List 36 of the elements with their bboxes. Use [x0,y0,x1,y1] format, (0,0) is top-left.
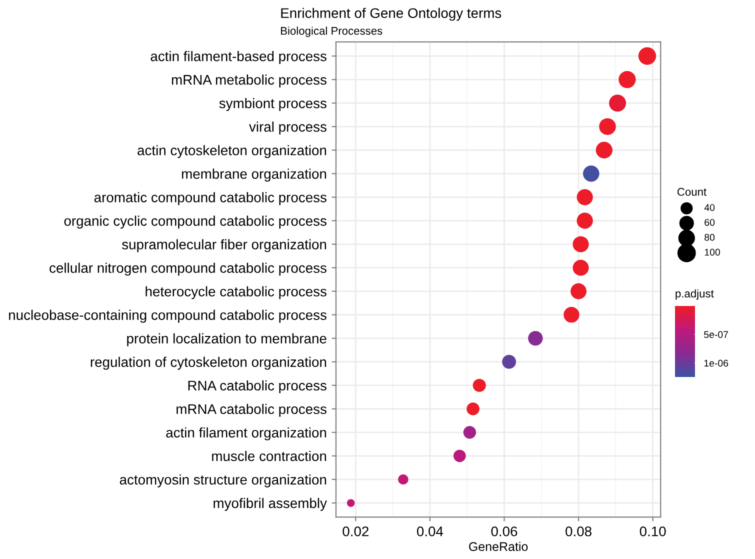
y-tick-label: muscle contraction [212,450,326,462]
x-tick-label: 0.02 [342,526,368,536]
y-tick-label: viral process [249,122,326,135]
color-bar-label: 5e-07 [704,331,728,338]
color-bar-title: p.adjust [676,289,714,300]
y-tick-label: regulation of cytoskeleton organization [90,356,326,370]
legend-label: 60 [704,218,715,226]
x-axis-title: GeneRatio [469,542,528,552]
y-tick-label: mRNA catabolic process [176,404,326,417]
legend-title: Count [677,188,706,196]
y-tick-label: myofibril assembly [214,498,327,511]
y-tick-label: mRNA metabolic process [172,74,326,88]
color-bar-label: 1e-06 [704,360,728,367]
y-tick-label: nucleobase-containing compound catabolic process [9,310,326,323]
x-tick-label: 0.04 [416,526,444,536]
y-tick-label: supramolecular fiber organization [122,239,326,252]
y-tick-label: cellular nitrogen compound catabolic process [50,262,326,276]
y-tick-label: actin filament-based process [150,51,326,64]
legend-label: 80 [704,234,715,241]
legend-label: 40 [704,204,715,211]
y-tick-label: RNA catabolic process [188,380,326,394]
y-tick-label: actin cytoskeleton organization [138,145,326,158]
y-tick-label: protein localization to membrane [127,333,326,346]
x-tick-label: 0.10 [640,526,666,536]
x-tick-label: 0.06 [491,526,518,536]
y-tick-label: symbiont process [219,98,326,111]
y-tick-label: actin filament organization [166,427,326,440]
y-tick-label: organic cyclic compound catabolic process [64,216,326,229]
y-tick-label: heterocycle catabolic process [146,286,326,300]
chart-subtitle: Biological Processes [281,26,382,37]
y-tick-label: membrane organization [182,168,326,182]
y-tick-label: aromatic compound catabolic process [94,192,326,206]
chart-title: Enrichment of Gene Ontology terms [281,8,502,21]
x-tick-label: 0.08 [566,526,592,536]
y-tick-label: actomyosin structure organization [120,474,326,488]
legend-label: 100 [704,248,720,256]
